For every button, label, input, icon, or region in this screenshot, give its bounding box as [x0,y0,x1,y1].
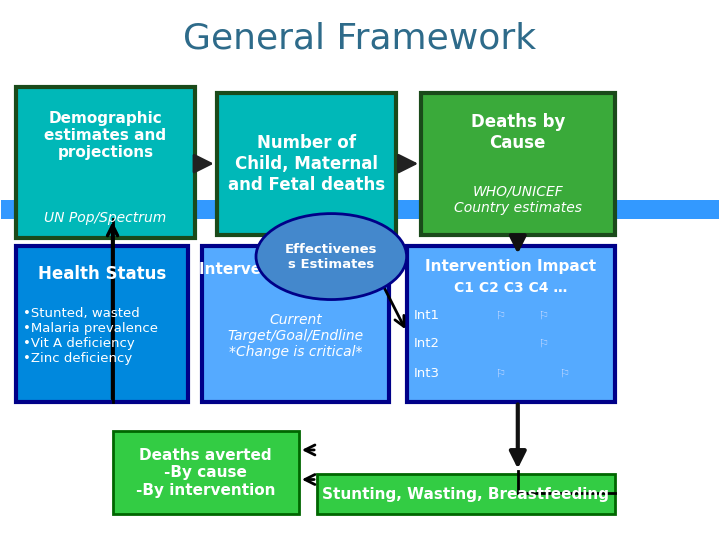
Text: ⚐: ⚐ [495,369,505,379]
FancyBboxPatch shape [407,246,615,402]
Ellipse shape [256,214,407,300]
Text: Health Status: Health Status [37,265,166,283]
Text: Deaths by
Cause: Deaths by Cause [471,113,565,152]
Text: Intervention Coverage: Intervention Coverage [199,262,392,276]
Text: Stunting, Wasting, Breastfeeding: Stunting, Wasting, Breastfeeding [323,487,609,502]
FancyBboxPatch shape [16,246,188,402]
FancyBboxPatch shape [202,246,389,402]
Text: ⚐: ⚐ [495,311,505,321]
Text: Effectivenes
s Estimates: Effectivenes s Estimates [285,242,377,271]
Text: ⚐: ⚐ [559,369,570,379]
Text: Intervention Impact: Intervention Impact [425,259,596,274]
Text: ⚐: ⚐ [538,339,548,349]
Text: •Stunted, wasted
•Malaria prevalence
•Vit A deficiency
•Zinc deficiency: •Stunted, wasted •Malaria prevalence •Vi… [23,307,158,365]
Text: UN Pop/Spectrum: UN Pop/Spectrum [44,211,166,225]
FancyBboxPatch shape [16,87,195,238]
FancyBboxPatch shape [217,93,396,235]
Text: Int2: Int2 [414,338,440,350]
Text: Deaths averted
-By cause
-By intervention: Deaths averted -By cause -By interventio… [136,448,276,498]
FancyBboxPatch shape [112,431,299,515]
Text: C1 C2 C3 C4 …: C1 C2 C3 C4 … [454,281,567,295]
Text: Number of
Child, Maternal
and Fetal deaths: Number of Child, Maternal and Fetal deat… [228,134,384,194]
FancyBboxPatch shape [317,474,615,515]
Text: Int1: Int1 [414,309,440,322]
Text: ⚐: ⚐ [538,311,548,321]
Text: Current
Target/Goal/Endline
*Change is critical*: Current Target/Goal/Endline *Change is c… [228,313,364,360]
Text: Demographic
estimates and
projections: Demographic estimates and projections [45,111,166,160]
Bar [1,200,719,219]
Text: Int3: Int3 [414,367,440,380]
FancyBboxPatch shape [421,93,615,235]
Text: General Framework: General Framework [184,22,536,56]
Text: WHO/UNICEF
Country estimates: WHO/UNICEF Country estimates [454,184,582,214]
